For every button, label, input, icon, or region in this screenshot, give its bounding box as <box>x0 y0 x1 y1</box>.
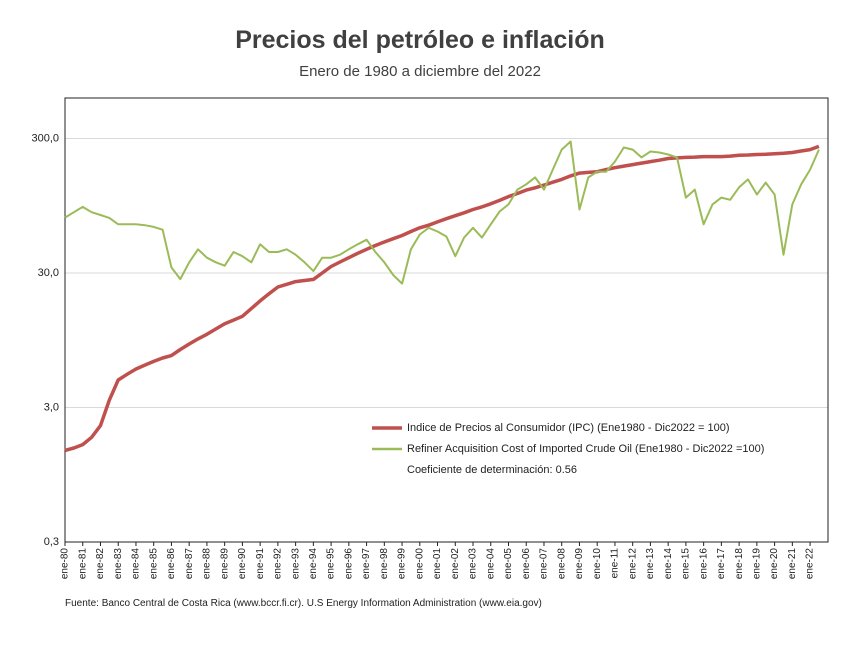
x-tick-label: ene-10 <box>592 548 603 580</box>
x-tick-label: ene-04 <box>485 548 496 580</box>
chart-title: Precios del petróleo e inflación <box>235 26 605 54</box>
x-tick-label: ene-07 <box>539 548 550 580</box>
x-tick-label: ene-09 <box>574 548 585 580</box>
x-tick-label: ene-96 <box>343 548 354 580</box>
x-tick-label: ene-86 <box>166 548 177 580</box>
x-tick-label: ene-06 <box>521 548 532 580</box>
legend-label: Indice de Precios al Consumidor (IPC) (E… <box>407 422 730 434</box>
x-tick-label: ene-05 <box>503 548 514 580</box>
x-tick-label: ene-22 <box>805 548 816 580</box>
x-tick-label: ene-95 <box>326 548 337 580</box>
x-tick-label: ene-08 <box>556 548 567 580</box>
y-tick-label: 300,0 <box>31 132 59 144</box>
x-tick-label: ene-20 <box>769 548 780 580</box>
x-tick-label: ene-94 <box>308 548 319 580</box>
x-tick-label: ene-98 <box>379 548 390 580</box>
chart-subtitle: Enero de 1980 a diciembre del 2022 <box>299 63 541 80</box>
x-tick-label: ene-02 <box>450 548 461 580</box>
series-line <box>64 140 820 285</box>
legend-label: Refiner Acquisition Cost of Imported Cru… <box>407 443 764 455</box>
x-tick-label: ene-81 <box>77 548 88 580</box>
x-tick-label: ene-92 <box>273 548 284 580</box>
x-tick-label: ene-85 <box>148 548 159 580</box>
x-tick-label: ene-87 <box>184 548 195 580</box>
x-tick-label: ene-15 <box>681 548 692 580</box>
x-tick-label: ene-93 <box>290 548 301 580</box>
series-line <box>64 144 820 453</box>
y-tick-label: 0,3 <box>44 536 59 548</box>
y-tick-label: 30,0 <box>38 267 59 279</box>
x-tick-label: ene-17 <box>716 548 727 580</box>
x-tick-label: ene-89 <box>219 548 230 580</box>
x-tick-label: ene-12 <box>627 548 638 580</box>
x-tick-label: ene-16 <box>698 548 709 580</box>
x-tick-label: ene-97 <box>361 548 372 580</box>
x-tick-label: ene-83 <box>113 548 124 580</box>
x-tick-label: ene-00 <box>414 548 425 580</box>
x-tick-label: ene-01 <box>432 548 443 580</box>
x-tick-label: ene-84 <box>131 548 142 580</box>
x-tick-label: ene-99 <box>397 548 408 580</box>
plot-frame <box>64 97 829 543</box>
x-tick-label: ene-13 <box>645 548 656 580</box>
x-tick-label: ene-91 <box>255 548 266 580</box>
x-tick-label: ene-21 <box>787 548 798 580</box>
x-tick-label: ene-90 <box>237 548 248 580</box>
x-tick-label: ene-03 <box>468 548 479 580</box>
x-tick-label: ene-88 <box>202 548 213 580</box>
y-tick-label: 3,0 <box>44 401 59 413</box>
x-tick-label: ene-80 <box>60 548 71 580</box>
source-note: Fuente: Banco Central de Costa Rica (www… <box>65 598 542 609</box>
x-tick-label: ene-14 <box>663 548 674 580</box>
x-tick-label: ene-82 <box>95 548 106 580</box>
x-tick-label: ene-18 <box>734 548 745 580</box>
annotation: Coeficiente de determinación: 0.56 <box>407 464 577 476</box>
x-tick-label: ene-19 <box>752 548 763 580</box>
x-tick-label: ene-11 <box>610 548 621 579</box>
